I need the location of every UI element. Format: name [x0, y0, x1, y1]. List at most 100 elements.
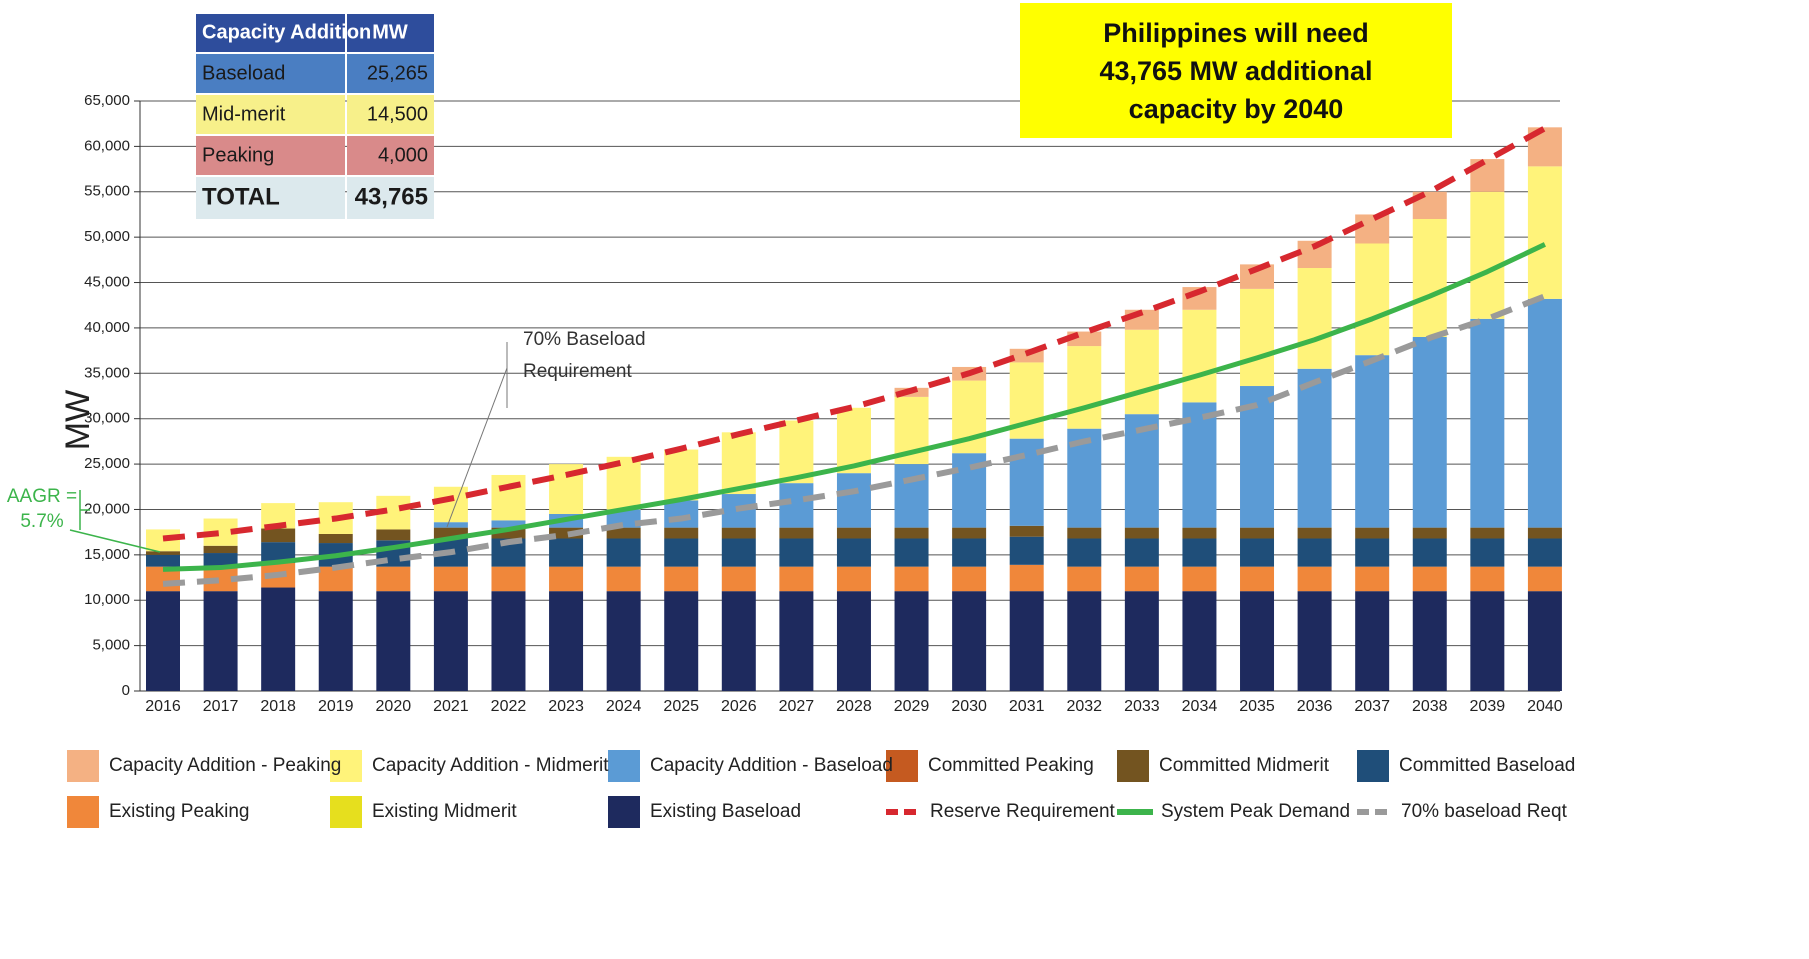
legend-swatch: [886, 750, 918, 782]
bar-segment: [1124, 591, 1159, 691]
bar-segment: [1355, 527, 1390, 539]
y-tick-label: 25,000: [84, 455, 130, 472]
bar-segment: [146, 554, 180, 567]
bar-segment: [1240, 288, 1275, 387]
bar-segment: [1067, 591, 1102, 691]
bar-segment: [1182, 591, 1217, 691]
bar-segment: [261, 587, 296, 691]
bar-segment: [491, 527, 526, 539]
bar-segment: [491, 520, 526, 528]
legend-swatch: [330, 796, 362, 828]
bar-segment: [664, 449, 699, 501]
bar-segment: [1412, 527, 1447, 539]
bar-segment: [1067, 566, 1102, 592]
bar-segment: [1240, 591, 1275, 691]
bar-segment: [1412, 538, 1447, 567]
bar-segment: [779, 527, 814, 539]
bar-segment: [1527, 566, 1562, 592]
bar-segment: [1067, 538, 1102, 567]
y-tick-label: 55,000: [84, 183, 130, 200]
bar-segment: [203, 553, 238, 567]
bar-segment: [952, 527, 987, 539]
bar-segment: [1182, 402, 1217, 528]
bar-segment: [952, 591, 987, 691]
x-tick-label: 2034: [1182, 698, 1218, 715]
legend-label: Capacity Addition - Baseload: [650, 755, 893, 776]
legend-swatch: [608, 796, 640, 828]
bar-segment: [1009, 591, 1044, 691]
x-tick-label: 2032: [1066, 698, 1102, 715]
bar-segment: [779, 483, 814, 528]
table-cell: [196, 95, 345, 134]
legend-swatch: [1117, 750, 1149, 782]
bar-segment: [1297, 591, 1332, 691]
bar-segment: [664, 500, 699, 528]
callout-text: 43,765 MW additional: [1099, 56, 1372, 86]
bar-segment: [1182, 538, 1217, 567]
bar-segment: [1355, 355, 1390, 528]
bar-segment: [1240, 527, 1275, 539]
legend-swatch: [608, 750, 640, 782]
bar-segment: [491, 591, 526, 691]
bar-segment: [318, 566, 353, 592]
bar-segment: [779, 538, 814, 567]
bar-segment: [1355, 243, 1390, 356]
legend-label: 70% baseload Reqt: [1401, 801, 1568, 822]
bar-segment: [261, 528, 296, 543]
table-header-cell: [347, 14, 434, 52]
x-tick-label: 2031: [1009, 698, 1045, 715]
bar-segment: [1297, 368, 1332, 528]
aagr-bracket: [69, 490, 161, 553]
bar-segment: [318, 533, 353, 544]
table-cell: [347, 95, 434, 134]
bar-segment: [1355, 538, 1390, 567]
bar-segment: [376, 591, 411, 691]
bar-segment: [1240, 538, 1275, 567]
table-cell-text: 4,000: [378, 144, 428, 166]
bar-segment: [376, 529, 411, 541]
x-tick-label: 2016: [145, 698, 181, 715]
bar-segment: [779, 566, 814, 592]
table-header: Capacity Addition: [202, 21, 371, 43]
table-cell: [347, 136, 434, 175]
bar-segment: [1009, 564, 1044, 592]
y-tick-label: 5,000: [92, 637, 130, 654]
bar-segment: [549, 538, 584, 567]
bar-segment: [433, 522, 468, 528]
aagr-label: 5.7%: [20, 511, 63, 532]
bar-segment: [1470, 318, 1505, 528]
y-tick-label: 15,000: [84, 546, 130, 563]
bar-segment: [1067, 346, 1102, 429]
bar-segment: [894, 464, 929, 528]
y-tick-label: 10,000: [84, 591, 130, 608]
x-tick-label: 2035: [1239, 698, 1275, 715]
legend-swatch: [67, 796, 99, 828]
bar-segment: [721, 591, 756, 691]
legend-label: Capacity Addition - Peaking: [109, 755, 341, 776]
y-tick-label: 35,000: [84, 364, 130, 381]
x-tick-label: 2030: [951, 698, 987, 715]
bar-segment: [549, 591, 584, 691]
legend-label: Capacity Addition - Midmerit: [372, 755, 609, 776]
x-tick-label: 2039: [1470, 698, 1506, 715]
bar-segment: [952, 538, 987, 567]
table-cell-text: Peaking: [202, 144, 274, 166]
x-tick-label: 2029: [894, 698, 930, 715]
table-cell: [347, 177, 434, 219]
table-cell: [196, 136, 345, 175]
bar-segment: [1527, 166, 1562, 299]
x-tick-label: 2021: [433, 698, 469, 715]
x-tick-label: 2020: [376, 698, 412, 715]
bar-segment: [1412, 591, 1447, 691]
legend-swatch: [67, 750, 99, 782]
bar-segment: [1355, 214, 1390, 244]
y-axis-label: MW: [59, 390, 97, 450]
bar-segment: [1124, 538, 1159, 567]
table-cell-text: Mid-merit: [202, 103, 286, 125]
x-tick-label: 2022: [491, 698, 527, 715]
bar-segment: [664, 538, 699, 567]
x-tick-label: 2023: [548, 698, 584, 715]
bar-segment: [1470, 591, 1505, 691]
bar-segment: [836, 473, 871, 528]
bar-segment: [1412, 337, 1447, 528]
